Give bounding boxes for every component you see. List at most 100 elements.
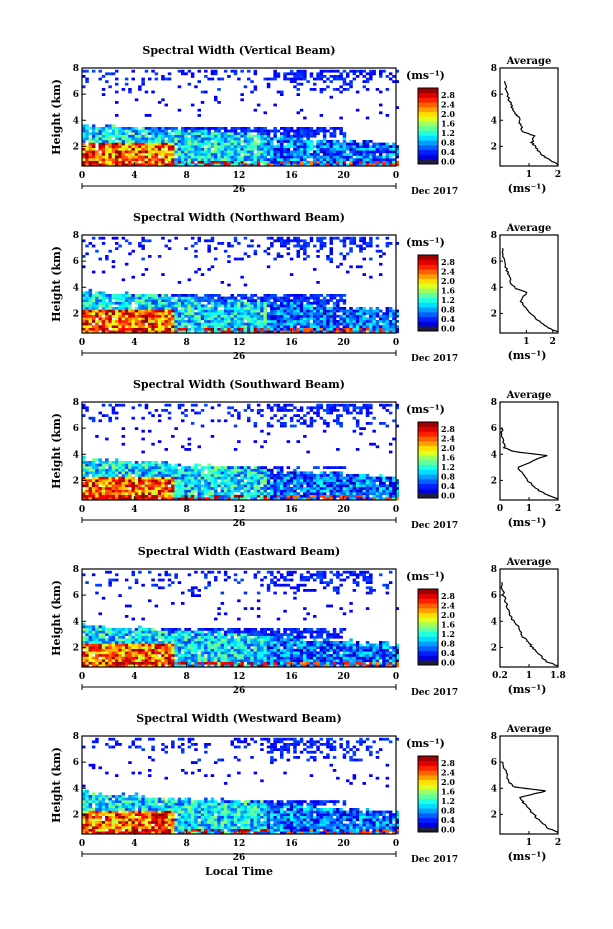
heatmap-cell [313,301,317,305]
heatmap-cell [101,304,106,308]
heatmap-cell [375,494,380,498]
heatmap-cell [111,134,116,138]
heatmap-cell [134,427,139,430]
heatmap-cell [230,304,234,308]
heatmap-cell [342,153,347,156]
heatmap-cell [194,255,198,258]
heatmap-cell [309,307,314,310]
heatmap-cell [171,481,175,485]
heatmap-cell [177,299,182,302]
heatmap-cell [128,160,132,164]
heatmap-cell [286,294,291,297]
heatmap-cell [124,129,129,133]
heatmap-cell [296,145,300,148]
heatmap-cell [88,625,93,629]
heatmap-cell [210,132,215,135]
colorbar-tick-label: 2.4 [441,434,455,444]
heatmap-cell [329,296,333,300]
heatmap-cell [174,484,178,488]
heatmap-cell [167,153,172,156]
heatmap-cell [138,481,142,485]
heatmap-cell [161,75,165,78]
heatmap-cell [253,440,258,443]
heatmap-cell [313,145,317,148]
heatmap-cell [293,468,297,472]
heatmap-cell [313,317,317,321]
heatmap-cell [339,147,343,151]
heatmap-cell [220,468,225,472]
heatmap-cell [306,147,310,151]
heatmap-cell [111,307,116,310]
heatmap-cell [82,327,86,331]
heatmap-cell [187,448,192,451]
heatmap-cell [289,239,294,243]
heatmap-cell [346,317,350,321]
heatmap-cell [171,494,175,498]
heatmap-cell [121,153,126,156]
heatmap-cell [154,466,159,469]
heatmap-cell [263,468,267,472]
heatmap-cell [365,242,370,245]
heatmap-cell [187,492,192,495]
heatmap-cell [197,411,201,415]
heatmap-cell [204,132,208,135]
heatmap-cell [105,476,109,480]
heatmap-cell [395,160,399,164]
heatmap-cell [101,487,106,490]
heatmap-cell [296,252,300,256]
heatmap-cell [144,132,149,135]
heatmap-cell [98,643,102,647]
heatmap-cell [121,497,126,501]
heatmap-cell [385,327,390,331]
heatmap-cell [289,129,294,133]
heatmap-cell [359,487,363,490]
heatmap-cell [138,242,142,245]
heatmap-cell [187,158,192,161]
heatmap-cell [220,153,225,156]
heatmap-cell [243,140,248,143]
heatmap-cell [82,406,86,410]
heatmap-cell [270,244,274,248]
heatmap-cell [217,294,221,297]
average-x-label: (ms⁻¹) [508,349,547,362]
heatmap-cell [293,497,297,501]
heatmap-cell [85,481,89,485]
heatmap-cell [111,641,116,644]
heatmap-cell [197,307,201,310]
heatmap-cell [362,147,366,151]
heatmap-cell [207,132,211,135]
heatmap-cell [263,487,267,490]
heatmap-cell [227,137,231,141]
heatmap-cell [243,489,248,493]
heatmap-cell [85,320,89,323]
heatmap-cell [342,77,347,81]
heatmap-cell [134,661,139,665]
heatmap-cell [388,160,393,164]
heatmap-cell [253,307,258,310]
heatmap-cell [342,325,347,328]
heatmap-cell [263,150,267,154]
heatmap-cell [95,479,99,482]
heatmap-cell [85,638,89,642]
heatmap-cell [332,406,337,410]
heatmap-cell [95,474,99,477]
heatmap-cell [111,492,116,495]
heatmap-cell [194,479,198,482]
heatmap-cell [91,628,96,631]
heatmap-cell [144,114,149,117]
heatmap-cell [111,294,116,297]
heatmap-cell [154,484,159,488]
heatmap-cell [187,301,192,305]
heatmap-cell [237,471,241,475]
heatmap-cell [395,153,399,156]
heatmap-cell [392,145,396,148]
heatmap-cell [95,134,99,138]
heatmap-cell [346,75,350,78]
heatmap-cell [309,236,314,240]
heatmap-cell [303,435,307,438]
heatmap-cell [82,463,86,467]
heatmap-cell [243,494,248,498]
heatmap-cell [124,307,129,310]
heatmap-cell [101,129,106,133]
heatmap-cell [263,129,267,133]
